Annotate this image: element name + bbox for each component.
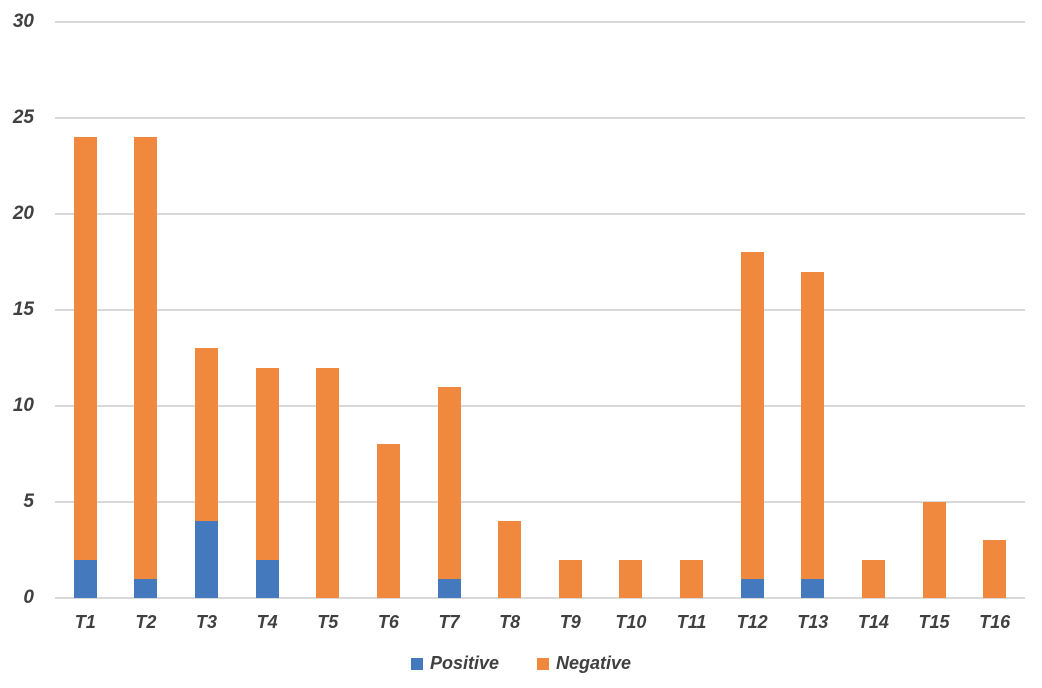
legend: Positive Negative bbox=[0, 653, 1042, 674]
gridline bbox=[55, 501, 1025, 503]
y-tick-label: 20 bbox=[12, 203, 34, 224]
bar-segment-positive-t3 bbox=[195, 521, 219, 598]
x-tick-label-t5: T5 bbox=[317, 612, 339, 632]
bar-segment-negative-t3 bbox=[195, 348, 219, 522]
bar-segment-negative-t12 bbox=[740, 252, 764, 579]
gridline bbox=[55, 21, 1025, 23]
x-tick-label-t1: T1 bbox=[74, 612, 96, 632]
x-tick-label-t8: T8 bbox=[499, 612, 521, 632]
x-tick-label-t16: T16 bbox=[979, 612, 1011, 632]
x-tick-label-t15: T15 bbox=[918, 612, 950, 632]
bar-segment-positive-t4 bbox=[255, 559, 279, 598]
y-tick-label: 25 bbox=[12, 107, 34, 128]
y-tick-label: 30 bbox=[12, 11, 34, 32]
bar-segment-negative-t4 bbox=[255, 367, 279, 560]
gridline bbox=[55, 309, 1025, 311]
bar-segment-negative-t7 bbox=[437, 386, 461, 579]
x-tick-label-t4: T4 bbox=[256, 612, 278, 632]
x-tick-label-t2: T2 bbox=[135, 612, 157, 632]
bar-segment-negative-t16 bbox=[983, 540, 1007, 598]
x-tick-label-t9: T9 bbox=[559, 612, 581, 632]
bar-segment-negative-t11 bbox=[680, 559, 704, 598]
x-tick-label-t11: T11 bbox=[676, 612, 707, 632]
x-tick-label-t3: T3 bbox=[196, 612, 218, 632]
gridline bbox=[55, 597, 1025, 599]
x-tick-label-t10: T10 bbox=[615, 612, 647, 632]
bar-segment-negative-t15 bbox=[922, 502, 946, 598]
bar-segment-negative-t9 bbox=[558, 559, 582, 598]
legend-item-positive: Positive bbox=[410, 653, 499, 674]
x-tick-label-t14: T14 bbox=[857, 612, 889, 632]
gridline bbox=[55, 117, 1025, 119]
bar-segment-negative-t10 bbox=[619, 559, 643, 598]
bar-segment-positive-t1 bbox=[73, 559, 97, 598]
x-tick-label-t7: T7 bbox=[438, 612, 460, 632]
bar-segment-negative-t1 bbox=[73, 137, 97, 560]
legend-swatch-negative bbox=[536, 657, 549, 670]
bar-segment-negative-t8 bbox=[498, 521, 522, 598]
x-tick-label-t6: T6 bbox=[377, 612, 399, 632]
bar-segment-negative-t5 bbox=[316, 367, 340, 598]
legend-swatch-positive bbox=[410, 657, 423, 670]
gridline bbox=[55, 405, 1025, 407]
bar-segment-negative-t6 bbox=[376, 444, 400, 598]
legend-item-negative: Negative bbox=[536, 653, 632, 674]
bar-segment-positive-t7 bbox=[437, 578, 461, 598]
legend-label-negative: Negative bbox=[555, 653, 632, 673]
bar-segment-negative-t13 bbox=[801, 271, 825, 579]
bar-segment-positive-t2 bbox=[134, 578, 158, 598]
y-tick-label: 0 bbox=[23, 587, 34, 608]
legend-label-positive: Positive bbox=[429, 653, 499, 673]
x-tick-label-t12: T12 bbox=[736, 612, 768, 632]
bar-segment-negative-t14 bbox=[861, 559, 885, 598]
bar-segment-negative-t2 bbox=[134, 137, 158, 579]
y-tick-label: 5 bbox=[23, 491, 34, 512]
gridline bbox=[55, 213, 1025, 215]
y-tick-label: 15 bbox=[12, 299, 34, 320]
x-tick-label-t13: T13 bbox=[797, 612, 829, 632]
bar-segment-positive-t13 bbox=[801, 578, 825, 598]
bar-segment-positive-t12 bbox=[740, 578, 764, 598]
y-tick-label: 10 bbox=[12, 395, 34, 416]
